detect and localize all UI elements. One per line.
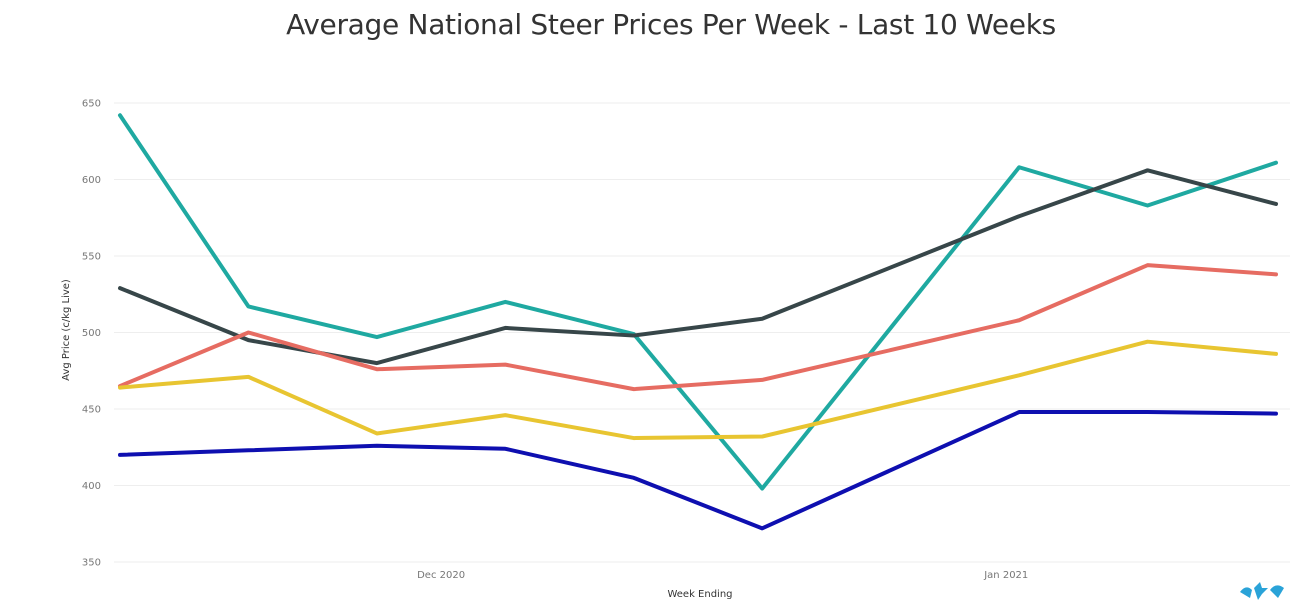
brand-logo-icon: [1240, 582, 1284, 600]
y-tick-label: 350: [82, 558, 101, 569]
gridlines: [114, 102, 1290, 563]
x-axis-label: Week Ending: [667, 589, 732, 600]
chart-title: Average National Steer Prices Per Week -…: [286, 8, 1056, 41]
y-tick-label: 450: [82, 405, 101, 416]
y-tick-label: 650: [82, 99, 101, 110]
y-axis-ticks: 350 400 450 500 550 600 650: [82, 99, 101, 569]
series-line-4: [118, 339, 1278, 441]
x-axis-ticks: Dec 2020 Jan 2021: [417, 570, 1028, 581]
y-tick-label: 500: [82, 328, 101, 339]
y-tick-label: 600: [82, 175, 101, 186]
series-line-3: [118, 263, 1278, 392]
x-tick-label: Dec 2020: [417, 570, 465, 581]
series-lines: [118, 113, 1278, 531]
series-line-5: [118, 410, 1278, 531]
x-tick-label: Jan 2021: [983, 570, 1028, 581]
y-tick-label: 550: [82, 252, 101, 263]
y-axis-label: Avg Price (c/kg Live): [61, 279, 72, 381]
series-line-2: [118, 168, 1278, 366]
y-tick-label: 400: [82, 481, 101, 492]
series-line-1: [118, 113, 1278, 491]
